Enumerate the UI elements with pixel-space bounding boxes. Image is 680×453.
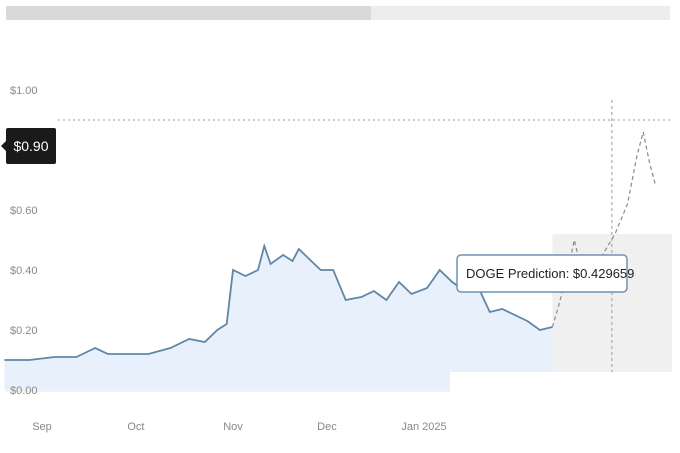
current-price-label: [6, 128, 56, 164]
prediction-tooltip-text: DOGE Prediction: $0.429659: [466, 266, 634, 281]
x-tick-label: Dec: [317, 421, 337, 433]
prediction-tooltip: [456, 254, 628, 293]
y-tick-label: $0.60: [10, 205, 38, 217]
y-tick-label: $0.00: [10, 385, 38, 397]
y-tick-label: $0.20: [10, 325, 38, 337]
current-price-pointer: [1, 141, 6, 151]
y-tick-label: $0.40: [10, 265, 38, 277]
x-tick-label: Nov: [223, 421, 243, 433]
top-progress-bar: [6, 6, 670, 20]
current-price-text: $0.90: [13, 138, 48, 154]
top-progress-fill: [6, 6, 372, 20]
blank-overlay: [450, 372, 680, 453]
x-tick-label: Sep: [32, 421, 52, 433]
x-tick-label: Jan 2025: [401, 421, 446, 433]
x-tick-label: Oct: [127, 421, 144, 433]
y-tick-label: $1.00: [10, 85, 38, 97]
